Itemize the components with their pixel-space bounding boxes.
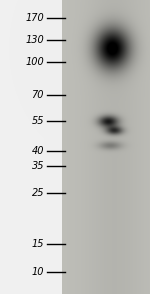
Text: 130: 130 <box>25 35 44 45</box>
Text: 40: 40 <box>32 146 44 156</box>
Text: 70: 70 <box>32 90 44 100</box>
Text: 170: 170 <box>25 13 44 23</box>
Text: 15: 15 <box>32 239 44 249</box>
Text: 35: 35 <box>32 161 44 171</box>
Text: 10: 10 <box>32 267 44 277</box>
Text: 25: 25 <box>32 188 44 198</box>
Text: 55: 55 <box>32 116 44 126</box>
Text: 100: 100 <box>25 57 44 67</box>
